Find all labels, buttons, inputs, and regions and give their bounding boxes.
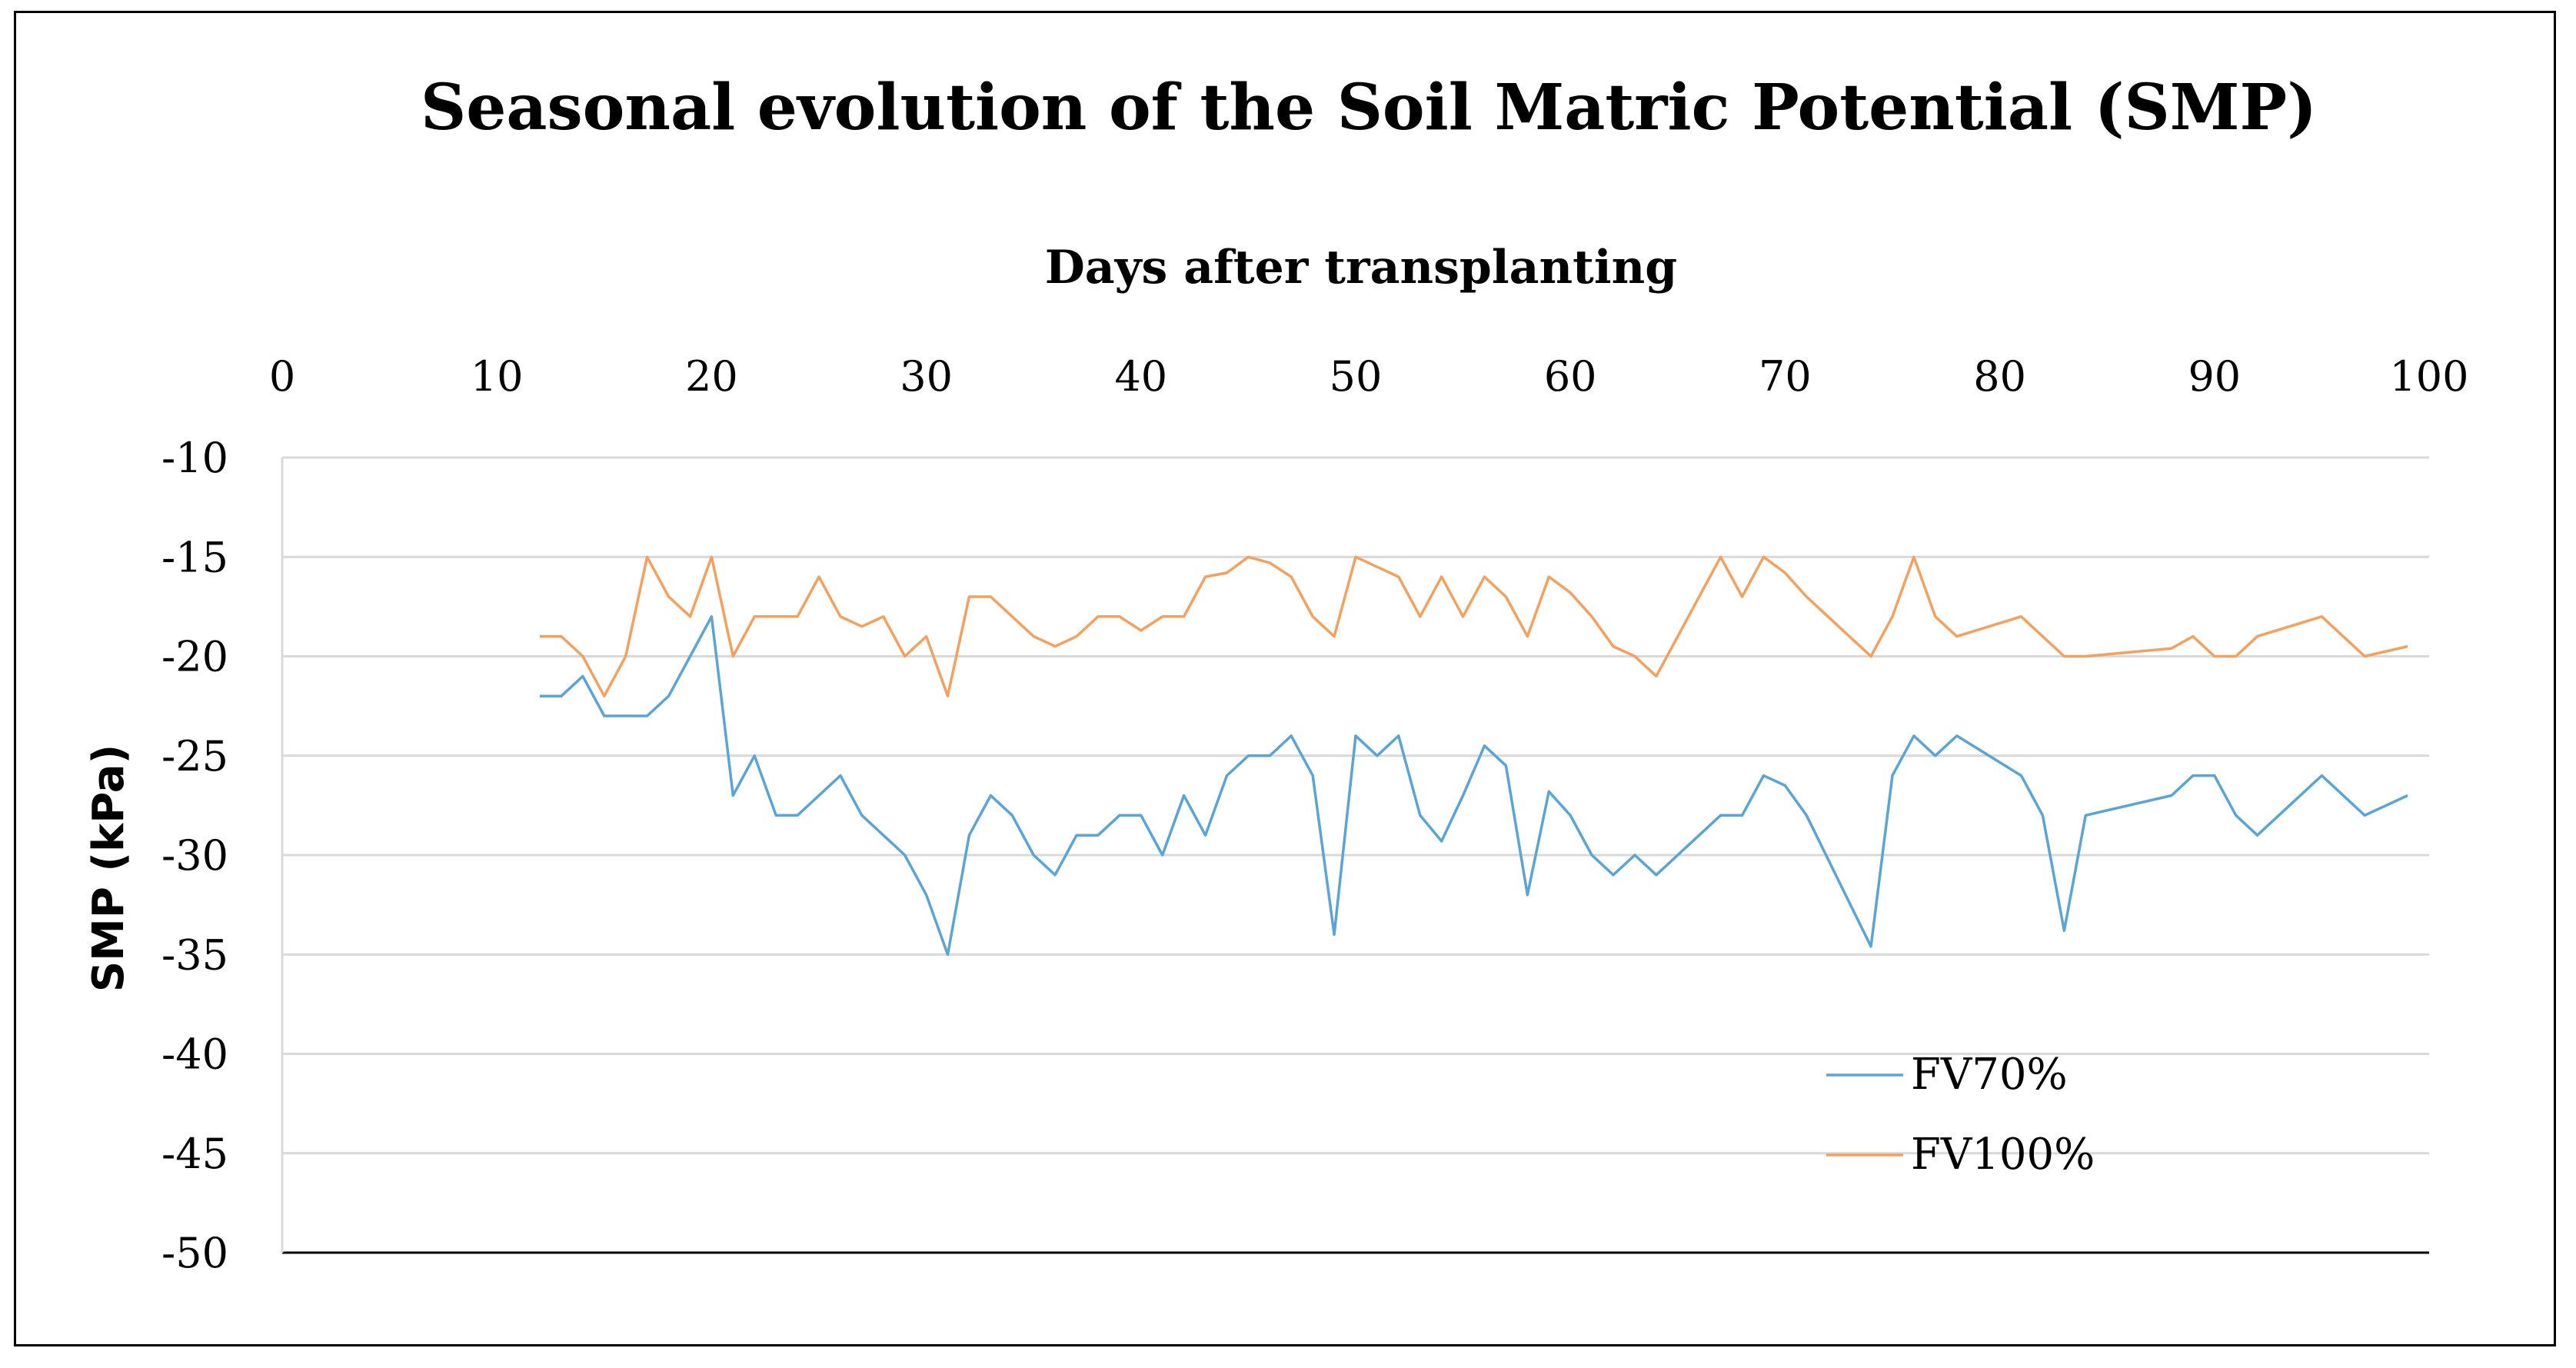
y-tick-label: -25 (161, 732, 228, 781)
x-tick-label: 0 (269, 352, 295, 401)
x-tick-label: 40 (1114, 352, 1167, 401)
series-line-fv100 (540, 555, 2408, 697)
x-tick-label: 70 (1759, 352, 1812, 401)
x-tick-label: 10 (471, 352, 524, 401)
y-tick-label: -35 (161, 930, 228, 979)
series-line-fv70 (540, 615, 2408, 957)
x-axis-label: Days after transplanting (1045, 241, 1677, 295)
x-tick-label: 80 (1973, 352, 2026, 401)
legend-label: FV70% (1911, 1050, 2068, 1100)
y-tick-label: -20 (161, 633, 228, 681)
x-tick-label: 60 (1544, 352, 1597, 401)
series-lines (540, 555, 2408, 957)
x-tick-label: 90 (2188, 352, 2241, 401)
x-tick-labels: 0 10 20 30 40 50 60 70 80 90 100 (269, 352, 2469, 401)
x-tick-label: 50 (1330, 352, 1383, 401)
y-axis-label: SMP (kPa) (84, 744, 134, 992)
y-tick-label: -45 (161, 1130, 228, 1178)
x-tick-label: 30 (900, 352, 953, 401)
y-tick-labels: -10 -15 -20 -25 -30 -35 -40 -45 -50 (161, 434, 228, 1277)
y-tick-label: -10 (161, 434, 228, 482)
legend-label: FV100% (1911, 1130, 2095, 1180)
y-tick-label: -40 (161, 1030, 228, 1079)
chart-title: Seasonal evolution of the Soil Matric Po… (421, 71, 2317, 145)
y-tick-label: -30 (161, 831, 228, 880)
axes (281, 458, 2429, 1254)
x-tick-label: 20 (685, 352, 738, 401)
legend: FV70% FV100% (1826, 1050, 2095, 1180)
y-tick-label: -15 (161, 533, 228, 581)
x-tick-label: 100 (2389, 352, 2468, 401)
chart-frame (14, 11, 2556, 1346)
y-tick-label: -50 (161, 1229, 228, 1277)
